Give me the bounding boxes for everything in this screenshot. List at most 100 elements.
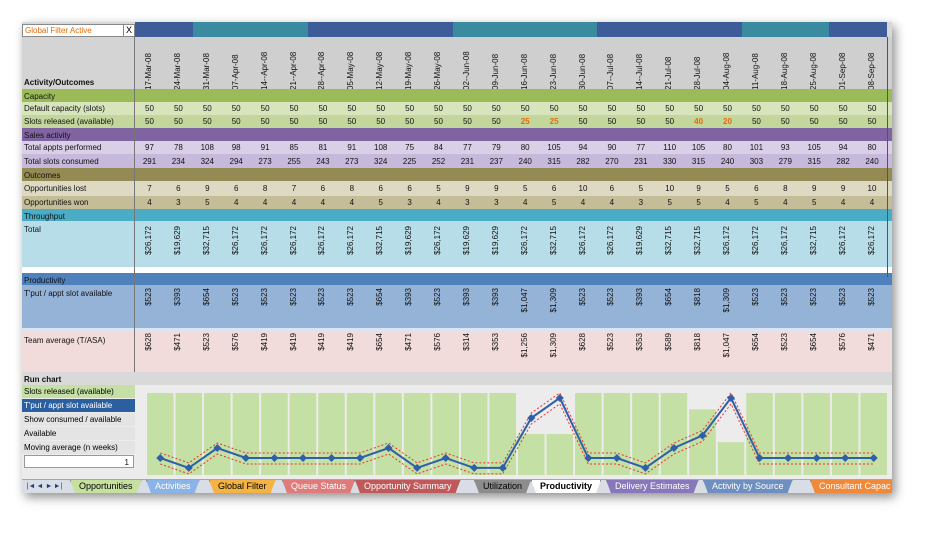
cell-value: 50	[231, 117, 241, 126]
cell-value: 6	[609, 184, 615, 193]
cell-value: 50	[665, 104, 675, 113]
cell-value: 240	[865, 156, 879, 166]
sheet-tab[interactable]: Activity by Source	[703, 480, 793, 493]
cell-value: 97	[145, 143, 154, 152]
run-chart-point	[555, 393, 564, 402]
next-sheet-button[interactable]: ►	[45, 483, 53, 490]
cell-value: 6	[233, 184, 239, 193]
cell-value: 9	[811, 184, 817, 193]
cell-value: 80	[867, 143, 877, 152]
sheet-tab[interactable]: Opportunities	[70, 480, 142, 493]
cell-value: 324	[200, 156, 214, 166]
cell-value: 91	[347, 143, 357, 152]
run-chart-option-available[interactable]: Available	[22, 427, 135, 440]
cell-value: 94	[578, 143, 588, 152]
run-chart-point	[413, 463, 422, 472]
header-strip-cell	[799, 22, 830, 37]
cell-value: 4	[783, 198, 788, 207]
run-chart-control-band	[160, 402, 874, 475]
run-chart-point	[669, 443, 678, 452]
cell-value: 81	[318, 143, 328, 152]
prev-sheet-button[interactable]: ◄	[36, 483, 44, 490]
cell-value: 4	[580, 198, 586, 207]
cell-value: 5	[725, 184, 730, 193]
cell-value: 4	[725, 198, 730, 207]
header-strip-cell	[741, 22, 772, 37]
header-strip-cell	[163, 22, 194, 37]
run-chart-point	[841, 453, 850, 462]
cell-value: 50	[202, 104, 212, 113]
run-chart-option-show-consumed[interactable]: Show consumed / available	[22, 413, 135, 426]
cell-value: 50	[838, 117, 848, 126]
header-strip-cell	[597, 22, 627, 37]
cell-value: 7	[291, 184, 297, 193]
cell-value: 9	[840, 184, 846, 193]
row-label-tput_slot: T'put / appt slot available	[24, 289, 113, 298]
run-chart-bar	[289, 393, 317, 475]
global-filter-label: Global Filter Active	[25, 26, 92, 35]
run-chart-bar	[460, 393, 488, 475]
sheet-tab[interactable]: Consultant Capac	[810, 480, 892, 493]
row-tput_slot	[22, 285, 892, 328]
cell-value: 225	[402, 156, 417, 166]
run-chart-option-moving-avg[interactable]: Moving average (n weeks)	[22, 441, 135, 454]
run-chart-option-slots-released[interactable]: Slots released (available)	[22, 385, 135, 398]
spreadsheet: Activity/Outcomes 17-Mar-08 24-Mar-08 31-Ma…	[22, 22, 892, 493]
cell-value: 231	[460, 156, 475, 166]
run-chart-bar	[175, 393, 203, 475]
run-chart-option-tput[interactable]: T'put / appt slot available	[22, 399, 135, 412]
cell-value: 50	[694, 104, 704, 113]
header-strip-cell	[828, 22, 858, 37]
moving-average-input[interactable]: 1	[24, 455, 134, 468]
sheet-tab[interactable]: Queue Status	[282, 480, 355, 493]
cell-value: 50	[145, 104, 154, 113]
cell-value: 50	[867, 117, 877, 126]
cell-value: 252	[431, 156, 446, 166]
sheet-tab[interactable]: Activities	[146, 480, 200, 493]
cell-value: 10	[867, 184, 877, 193]
cell-value: 50	[260, 117, 270, 126]
cell-value: 50	[289, 117, 299, 126]
cell-value: 50	[549, 104, 559, 113]
last-sheet-button[interactable]: ►|	[53, 483, 63, 490]
first-sheet-button[interactable]: |◄	[26, 483, 36, 490]
run-chart-point	[441, 453, 450, 462]
header-strip-cell	[452, 22, 483, 37]
cell-value: 5	[638, 184, 644, 193]
row-default_capacity	[22, 102, 892, 115]
date-header-row	[22, 37, 892, 89]
sheet-tab[interactable]: Utilization	[474, 480, 531, 493]
cell-value: 4	[869, 198, 875, 207]
label-column-divider	[134, 37, 135, 372]
sheet-tab-label: Opportunities	[79, 481, 133, 491]
cell-value: 6	[407, 184, 412, 193]
close-icon[interactable]: X	[123, 25, 134, 36]
cell-value: 50	[751, 117, 761, 126]
run-chart-point	[298, 453, 307, 462]
row-label-total: Total	[24, 225, 41, 234]
cell-value: 50	[202, 117, 212, 126]
run-chart-point	[384, 443, 393, 452]
run-chart-point	[498, 463, 507, 472]
row-opp_won	[22, 196, 892, 209]
cell-value: 108	[200, 143, 214, 152]
sheet-tab[interactable]: Delivery Estimates	[606, 480, 699, 493]
cell-value: 237	[489, 156, 503, 166]
cell-value: 315	[807, 156, 821, 166]
run-chart-point	[698, 431, 707, 440]
cell-value: 84	[434, 143, 443, 152]
sheet-tab[interactable]: Opportunity Summary	[355, 480, 461, 493]
run-chart-bar	[746, 393, 773, 475]
cell-value: 9	[494, 184, 499, 193]
cell-value: 8	[783, 184, 788, 193]
run-chart-point	[527, 413, 536, 422]
cell-value: 105	[807, 143, 821, 152]
sheet-tab[interactable]: Global Filter	[209, 480, 276, 493]
cell-value: 240	[720, 156, 735, 166]
sheet-tab-label: Delivery Estimates	[615, 481, 690, 491]
header-strip-cell	[221, 22, 252, 37]
global-filter-indicator[interactable]: Global Filter Active X	[22, 24, 135, 37]
sheet-tab[interactable]: Productivity	[531, 480, 601, 493]
run-chart-bar	[318, 393, 345, 475]
row-label-slots_released: Slots released (available)	[24, 117, 114, 126]
